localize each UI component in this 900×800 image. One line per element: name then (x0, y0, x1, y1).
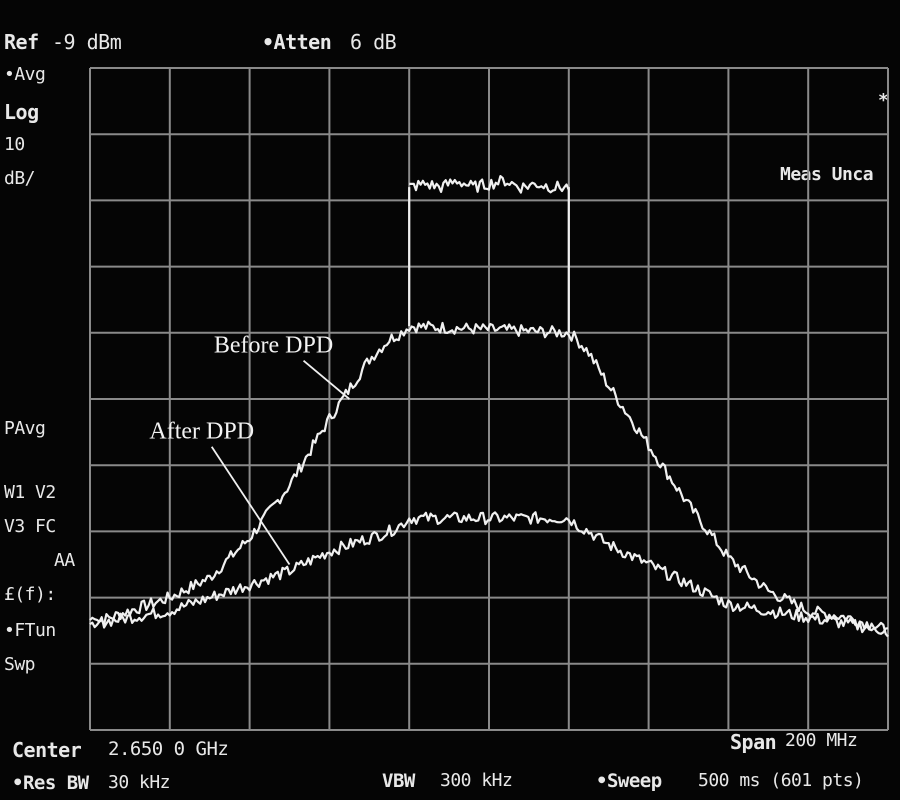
center-value: 2.650 0 GHz (108, 738, 229, 760)
span-label: Span (730, 730, 777, 754)
vbw-label: VBW (382, 770, 415, 792)
main-channel-trace (409, 175, 570, 194)
marker-indicator: * (878, 90, 889, 111)
ref-value: -9 dBm (52, 30, 122, 54)
span-value: 200 MHz (785, 730, 858, 751)
before-dpd-annotation-leader (302, 359, 350, 400)
sweep-indicator: Swp (4, 654, 36, 675)
atten-label: •Atten (262, 30, 332, 54)
center-label: Center (12, 738, 82, 762)
pavg-indicator: PAvg (4, 418, 46, 439)
trace-v3-fc: V3 FC (4, 516, 56, 537)
before-dpd-annotation-label: Before DPD (214, 333, 333, 359)
ftun-indicator: •FTun (4, 620, 56, 641)
rbw-value: 30 kHz (108, 772, 171, 793)
trace-aa: AA (54, 550, 75, 571)
meas-uncal-label: Meas Unca (780, 164, 874, 185)
avg-indicator: •Avg (4, 64, 46, 85)
rbw-label: •Res BW (12, 772, 89, 794)
scale-value: 10 (4, 134, 25, 155)
after-dpd-annotation-label: After DPD (149, 419, 254, 445)
scale-unit: dB/ (4, 168, 36, 189)
before-dpd-trace (89, 320, 889, 638)
after-dpd-annotation-leader (210, 446, 291, 565)
correction-indicator: £(f): (4, 584, 56, 605)
after-dpd-trace (89, 511, 889, 635)
sweep-value: 500 ms (601 pts) (698, 770, 864, 791)
sweep-label: •Sweep (596, 770, 662, 792)
log-indicator: Log (4, 100, 39, 124)
atten-value: 6 dB (350, 30, 397, 54)
vbw-value: 300 kHz (440, 770, 513, 791)
trace-w1-v2: W1 V2 (4, 482, 56, 503)
ref-label: Ref (4, 30, 39, 54)
